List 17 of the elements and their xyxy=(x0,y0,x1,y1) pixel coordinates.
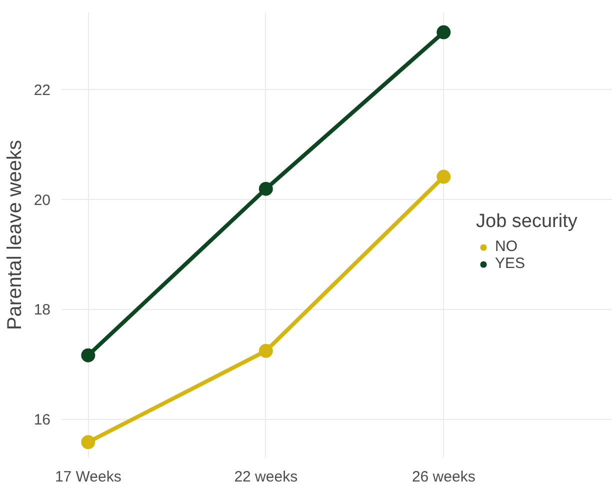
y-tick-label: 20 xyxy=(34,192,51,209)
legend-label: YES xyxy=(495,255,526,272)
x-tick-label: 17 Weeks xyxy=(54,468,122,486)
point xyxy=(258,182,273,196)
legend-title: Job security xyxy=(476,211,578,233)
point xyxy=(436,170,451,184)
legend-label: NO xyxy=(495,238,518,255)
point xyxy=(436,25,451,40)
y-tick-label: 16 xyxy=(34,412,51,429)
point xyxy=(81,435,96,450)
point xyxy=(258,344,273,358)
point xyxy=(81,348,96,362)
x-tick-label: 22 weeks xyxy=(234,468,298,486)
x-tick-label: 26 weeks xyxy=(412,468,476,486)
y-tick-label: 18 xyxy=(34,302,51,319)
y-tick-label: 22 xyxy=(34,82,51,99)
y-axis-title: Parental leave weeks xyxy=(4,140,26,330)
